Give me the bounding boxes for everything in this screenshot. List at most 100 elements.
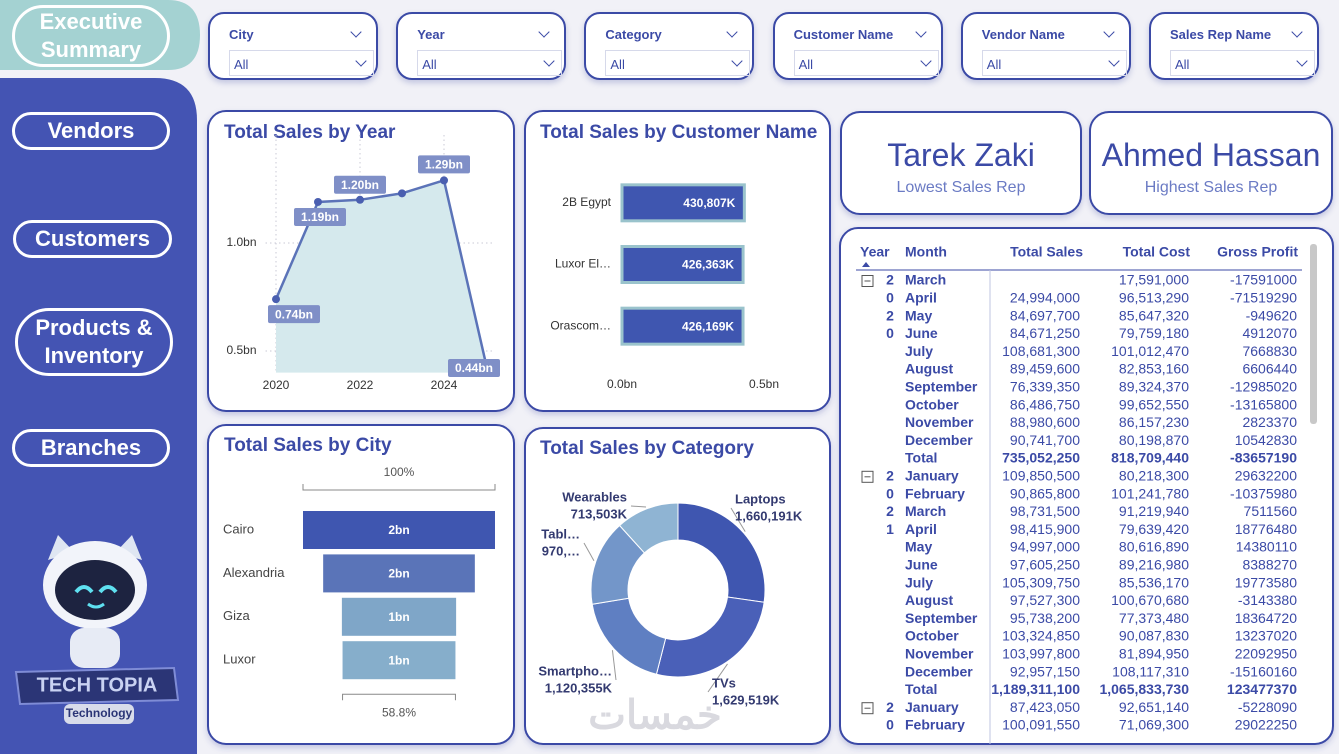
data-label: 2bn bbox=[388, 567, 409, 581]
donut-slice bbox=[618, 502, 679, 554]
sort-indicator bbox=[862, 262, 870, 267]
funnel-bar bbox=[341, 597, 457, 636]
table-cell: July bbox=[905, 574, 933, 590]
filter-slicer[interactable]: Sales Rep Name All bbox=[1149, 12, 1319, 80]
table-cell: 92,957,150 bbox=[1010, 663, 1080, 679]
table-cell: 105,309,750 bbox=[1002, 574, 1080, 590]
table-cell: 2823370 bbox=[1242, 414, 1297, 430]
column-header: Gross Profit bbox=[1217, 244, 1298, 260]
chevron bbox=[543, 55, 555, 67]
filter-slicer[interactable]: Customer Name All bbox=[772, 12, 943, 80]
filter-slicer[interactable]: Category All bbox=[584, 12, 755, 80]
table-cell: 77,373,480 bbox=[1119, 610, 1189, 626]
filter-slicer[interactable]: Year All bbox=[396, 12, 567, 80]
table-cell: 1 bbox=[886, 521, 894, 537]
table-cell: July bbox=[905, 343, 933, 359]
table-cell: 109,850,500 bbox=[1002, 468, 1080, 484]
filter-label: Customer Name bbox=[793, 27, 894, 42]
nav-button[interactable]: Executive Summary bbox=[12, 5, 170, 67]
x-tick-label: 0.5bn bbox=[749, 377, 779, 391]
data-label-bg bbox=[334, 175, 386, 194]
table-cell: March bbox=[905, 272, 946, 288]
table-cell: 100,091,550 bbox=[1002, 717, 1080, 733]
table-cell: 80,218,300 bbox=[1119, 468, 1189, 484]
chevron bbox=[1103, 26, 1115, 38]
table-cell: February bbox=[905, 717, 965, 733]
filter-slicer[interactable]: Vendor Name All bbox=[960, 12, 1131, 80]
table-cell: 84,697,700 bbox=[1010, 307, 1080, 323]
filter-label: Vendor Name bbox=[981, 27, 1065, 42]
table-cell: October bbox=[905, 628, 959, 644]
column-header: Month bbox=[905, 244, 947, 260]
filter-dropdown[interactable]: All bbox=[229, 50, 374, 76]
data-label: 970,… bbox=[542, 543, 580, 558]
table-cell: 90,087,830 bbox=[1119, 628, 1189, 644]
category-label: Giza bbox=[223, 608, 251, 623]
category-label: Tabl… bbox=[541, 526, 580, 541]
table-cell: 29022250 bbox=[1235, 717, 1298, 733]
nav-button[interactable]: Branches bbox=[12, 429, 170, 467]
data-label: 430,807K bbox=[683, 196, 735, 210]
data-label: 426,363K bbox=[682, 258, 734, 272]
table-cell: 2 bbox=[886, 503, 894, 519]
table-cell: 86,157,230 bbox=[1119, 414, 1189, 430]
table-cell: 89,216,980 bbox=[1119, 557, 1189, 573]
data-label: 0.74bn bbox=[275, 307, 313, 321]
filter-value: All bbox=[986, 57, 1002, 72]
table-cell: -5228090 bbox=[1238, 699, 1297, 715]
category-label: Cairo bbox=[223, 521, 254, 536]
watermark: خمسات bbox=[588, 694, 721, 738]
table-cell: 2 bbox=[886, 272, 894, 288]
table-cell: 98,731,500 bbox=[1010, 503, 1080, 519]
panel bbox=[524, 427, 831, 745]
data-label: 426,169K bbox=[682, 319, 734, 333]
table-cell: 81,894,950 bbox=[1119, 646, 1189, 662]
data-label-bg bbox=[418, 155, 470, 174]
category-label: TVs bbox=[712, 675, 736, 690]
table-cell: 18776480 bbox=[1235, 521, 1298, 537]
filter-dropdown[interactable]: All bbox=[793, 50, 939, 76]
filter-slicer[interactable]: City All bbox=[208, 12, 378, 80]
filter-value: All bbox=[422, 57, 437, 72]
table-cell: 85,647,320 bbox=[1119, 307, 1189, 323]
chevron bbox=[1108, 55, 1120, 67]
table-cell: 82,853,160 bbox=[1119, 361, 1189, 377]
filter-value: All bbox=[234, 57, 249, 72]
table-cell: 85,536,170 bbox=[1119, 574, 1189, 590]
table-cell: -13165800 bbox=[1230, 396, 1297, 412]
table-cell: 7668830 bbox=[1242, 343, 1297, 359]
card-value: Tarek Zaki bbox=[887, 137, 1035, 173]
column-header: Year bbox=[860, 244, 890, 260]
filter-dropdown[interactable]: All bbox=[1170, 50, 1315, 76]
table-cell: 0 bbox=[886, 717, 894, 733]
table-cell: March bbox=[905, 503, 946, 519]
table-cell: May bbox=[905, 307, 932, 323]
table-cell: September bbox=[905, 379, 978, 395]
logo-tagline: Technology bbox=[66, 706, 133, 720]
table-cell: 103,324,850 bbox=[1002, 628, 1080, 644]
table-cell: 80,198,870 bbox=[1119, 432, 1189, 448]
y-tick-label: 0.5bn bbox=[226, 343, 256, 357]
data-label: 1bn bbox=[388, 653, 409, 667]
panel bbox=[839, 227, 1334, 745]
table-cell: -3143380 bbox=[1238, 592, 1297, 608]
chart-title: Total Sales by Category bbox=[540, 438, 754, 459]
nav-button[interactable]: Vendors bbox=[12, 112, 170, 150]
table-cell: 87,423,050 bbox=[1010, 699, 1080, 715]
chevron bbox=[355, 55, 367, 67]
nav-button[interactable]: Products & Inventory bbox=[15, 308, 173, 376]
nav-button[interactable]: Customers bbox=[13, 220, 172, 258]
table-cell: 76,339,350 bbox=[1010, 379, 1080, 395]
table-cell: 108,681,300 bbox=[1002, 343, 1080, 359]
data-label: 1,660,191K bbox=[735, 508, 803, 523]
filter-dropdown[interactable]: All bbox=[417, 50, 563, 76]
data-label: 0.44bn bbox=[455, 361, 493, 375]
filter-dropdown[interactable]: All bbox=[981, 50, 1127, 76]
card-label: Lowest Sales Rep bbox=[896, 179, 1026, 196]
leader-line bbox=[630, 505, 647, 508]
filter-dropdown[interactable]: All bbox=[605, 50, 751, 76]
table-cell: June bbox=[905, 557, 938, 573]
table-cell: 19773580 bbox=[1235, 574, 1298, 590]
